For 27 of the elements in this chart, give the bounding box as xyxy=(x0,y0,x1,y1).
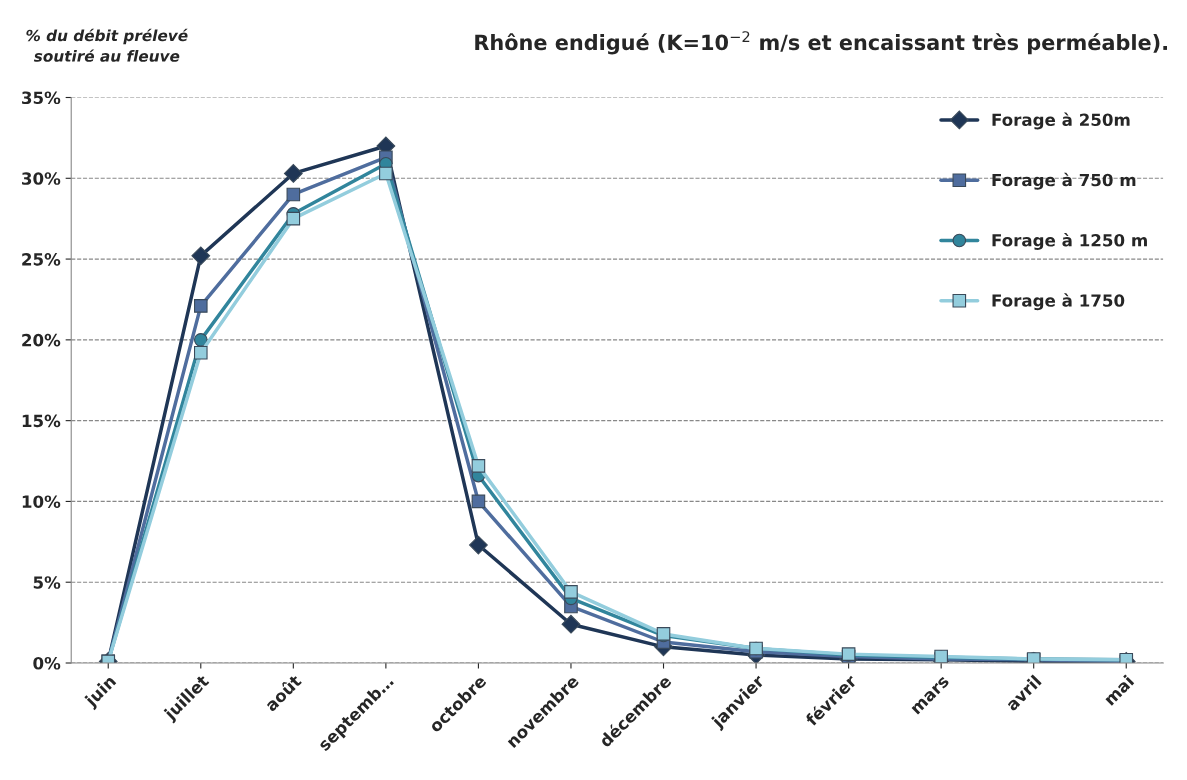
point xyxy=(564,585,578,599)
point xyxy=(471,494,486,509)
y-tick-label: 0% xyxy=(33,656,61,670)
y-axis-title: % du débit prélevé soutiré au fleuve xyxy=(26,28,188,62)
point xyxy=(286,187,301,202)
point xyxy=(561,614,581,634)
legend-label: Forage à 1250 m xyxy=(992,233,1147,250)
legend-label: Forage à 250m xyxy=(992,112,1130,130)
y-tick-label: 5% xyxy=(33,576,61,589)
y-tick-label: 20% xyxy=(22,333,61,347)
point xyxy=(286,211,301,226)
y-tick-label: 35% xyxy=(22,91,61,105)
point xyxy=(379,166,393,181)
chart-title: Rhône endigué (K=10$^{−2}$ m/s et encaissant très perméable). xyxy=(475,31,1167,55)
point xyxy=(193,333,208,347)
y-tick-label: 25% xyxy=(22,253,61,266)
legend-label: Forage à 750 m xyxy=(992,172,1136,190)
y-tick-label: 10% xyxy=(22,495,61,508)
point xyxy=(471,459,486,473)
y-tick-label: 15% xyxy=(22,414,61,428)
point xyxy=(193,299,208,313)
point xyxy=(193,345,208,360)
point xyxy=(283,164,303,183)
y-tick-label: 30% xyxy=(22,172,61,185)
point xyxy=(469,535,488,555)
legend-label: Forage à 1750 xyxy=(992,293,1125,311)
point xyxy=(191,246,211,266)
